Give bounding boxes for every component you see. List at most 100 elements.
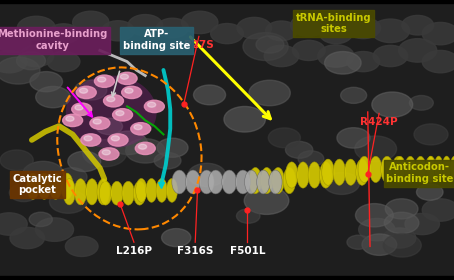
Circle shape bbox=[268, 128, 301, 148]
Ellipse shape bbox=[136, 179, 147, 202]
Circle shape bbox=[346, 17, 380, 39]
Circle shape bbox=[10, 184, 38, 202]
Circle shape bbox=[138, 144, 147, 149]
Circle shape bbox=[422, 50, 454, 73]
Text: L216P: L216P bbox=[116, 246, 152, 256]
Circle shape bbox=[383, 234, 421, 257]
Circle shape bbox=[93, 119, 101, 124]
Circle shape bbox=[324, 172, 360, 194]
Circle shape bbox=[373, 45, 408, 67]
Circle shape bbox=[30, 72, 63, 92]
Circle shape bbox=[65, 236, 98, 256]
Ellipse shape bbox=[434, 156, 443, 180]
Ellipse shape bbox=[166, 179, 178, 202]
Text: ATP-
binding site: ATP- binding site bbox=[123, 29, 190, 51]
Circle shape bbox=[402, 15, 434, 35]
Circle shape bbox=[73, 11, 109, 34]
Circle shape bbox=[68, 151, 101, 172]
Ellipse shape bbox=[308, 162, 321, 188]
Text: R424P: R424P bbox=[360, 117, 398, 127]
Ellipse shape bbox=[66, 76, 157, 148]
Circle shape bbox=[94, 75, 114, 87]
Ellipse shape bbox=[425, 156, 436, 183]
Ellipse shape bbox=[27, 173, 39, 199]
Circle shape bbox=[98, 77, 106, 82]
Ellipse shape bbox=[426, 156, 435, 180]
Circle shape bbox=[84, 136, 92, 141]
Circle shape bbox=[47, 52, 80, 72]
Circle shape bbox=[134, 125, 142, 130]
Ellipse shape bbox=[358, 156, 370, 183]
Circle shape bbox=[371, 19, 410, 43]
Ellipse shape bbox=[261, 167, 273, 194]
Ellipse shape bbox=[245, 170, 258, 194]
Text: Catalytic
pocket: Catalytic pocket bbox=[12, 174, 62, 195]
Circle shape bbox=[83, 140, 127, 167]
Circle shape bbox=[10, 227, 44, 249]
Circle shape bbox=[325, 52, 361, 74]
Ellipse shape bbox=[283, 167, 296, 194]
Ellipse shape bbox=[185, 170, 201, 194]
Circle shape bbox=[0, 50, 27, 73]
Ellipse shape bbox=[297, 162, 309, 188]
Circle shape bbox=[399, 39, 437, 62]
Circle shape bbox=[74, 80, 107, 100]
Ellipse shape bbox=[236, 170, 251, 194]
Ellipse shape bbox=[345, 159, 357, 185]
Circle shape bbox=[157, 18, 188, 38]
Circle shape bbox=[291, 14, 327, 36]
Circle shape bbox=[120, 74, 128, 79]
Ellipse shape bbox=[156, 179, 168, 202]
Circle shape bbox=[362, 234, 397, 255]
Circle shape bbox=[66, 116, 74, 121]
Circle shape bbox=[383, 228, 416, 248]
Circle shape bbox=[0, 213, 27, 235]
Ellipse shape bbox=[249, 167, 262, 194]
Circle shape bbox=[63, 114, 83, 127]
Circle shape bbox=[102, 21, 134, 41]
Circle shape bbox=[125, 88, 133, 93]
Ellipse shape bbox=[74, 179, 87, 205]
Circle shape bbox=[122, 86, 142, 99]
Ellipse shape bbox=[222, 170, 237, 194]
Circle shape bbox=[188, 163, 226, 186]
Circle shape bbox=[131, 123, 151, 135]
Circle shape bbox=[264, 45, 299, 67]
Circle shape bbox=[162, 228, 191, 247]
Circle shape bbox=[359, 218, 395, 241]
Circle shape bbox=[237, 17, 271, 39]
Circle shape bbox=[385, 199, 418, 219]
Circle shape bbox=[211, 24, 243, 44]
Circle shape bbox=[318, 45, 354, 67]
Ellipse shape bbox=[442, 156, 451, 180]
Circle shape bbox=[57, 168, 87, 186]
Circle shape bbox=[249, 80, 290, 106]
Circle shape bbox=[35, 218, 74, 241]
Circle shape bbox=[422, 22, 454, 45]
Circle shape bbox=[49, 190, 87, 213]
Circle shape bbox=[90, 117, 110, 129]
Circle shape bbox=[337, 128, 370, 148]
Circle shape bbox=[107, 97, 115, 102]
Circle shape bbox=[416, 184, 443, 200]
Circle shape bbox=[0, 150, 33, 171]
Circle shape bbox=[16, 52, 45, 70]
Circle shape bbox=[292, 40, 325, 60]
Circle shape bbox=[355, 204, 393, 227]
Text: F316S: F316S bbox=[177, 246, 213, 256]
Ellipse shape bbox=[99, 181, 112, 205]
Ellipse shape bbox=[269, 170, 282, 194]
Circle shape bbox=[104, 95, 123, 107]
FancyBboxPatch shape bbox=[0, 4, 454, 276]
Circle shape bbox=[0, 31, 31, 53]
Ellipse shape bbox=[333, 159, 345, 185]
Ellipse shape bbox=[381, 156, 393, 183]
Circle shape bbox=[286, 141, 313, 158]
Ellipse shape bbox=[286, 162, 298, 188]
Circle shape bbox=[154, 152, 181, 169]
Ellipse shape bbox=[61, 173, 73, 199]
Circle shape bbox=[29, 212, 52, 227]
Circle shape bbox=[17, 16, 55, 40]
Circle shape bbox=[182, 11, 218, 34]
Ellipse shape bbox=[272, 167, 284, 194]
